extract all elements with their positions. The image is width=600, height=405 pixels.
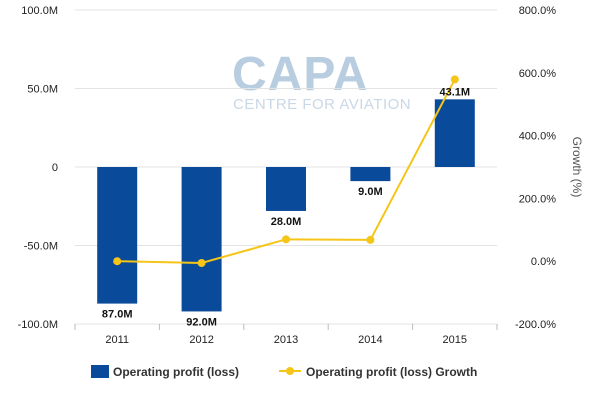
watermark-logo: CAPA	[232, 48, 368, 101]
legend-line-marker[interactable]	[286, 367, 294, 375]
left-tick-label: -50.0M	[24, 241, 58, 253]
x-tick-label: 2015	[443, 334, 467, 346]
bar	[350, 167, 391, 182]
right-axis-title: Growth (%)	[570, 137, 584, 198]
legend-line-label[interactable]: Operating profit (loss) Growth	[306, 365, 477, 379]
legend-bar-swatch[interactable]	[91, 365, 109, 378]
growth-line-series	[113, 75, 459, 267]
growth-point	[282, 235, 290, 244]
x-tick-label: 2013	[274, 334, 298, 346]
legend-bar-label[interactable]: Operating profit (loss)	[113, 365, 239, 379]
bar-data-label: 87.0M	[102, 309, 133, 321]
bar-data-label: 43.1M	[440, 86, 471, 98]
bar-data-label: 9.0M	[358, 186, 382, 198]
x-tick-label: 2014	[358, 334, 382, 346]
left-tick-label: -100.0M	[18, 319, 58, 331]
right-tick-label: 200.0%	[519, 193, 557, 205]
bar	[181, 167, 222, 312]
right-tick-label: 600.0%	[519, 68, 557, 80]
bar-data-label: 92.0M	[186, 316, 217, 328]
bar	[266, 167, 306, 211]
right-tick-label: 400.0%	[519, 131, 557, 143]
growth-point	[113, 257, 122, 266]
left-tick-label: 100.0M	[21, 5, 58, 17]
watermark-tagline: CENTRE FOR AVIATION	[233, 96, 411, 113]
x-tick-label: 2011	[105, 334, 129, 346]
x-axis-ticks: 2011 2012 2013 2014 2015	[74, 324, 498, 346]
legend[interactable]: Operating profit (loss) Operating profit…	[91, 365, 477, 379]
growth-point	[450, 75, 459, 84]
left-tick-label: 50.0M	[27, 84, 58, 96]
right-tick-label: 0.0%	[531, 256, 556, 268]
bar	[97, 167, 138, 304]
bar-series	[97, 99, 475, 312]
growth-point	[366, 235, 375, 244]
left-tick-label: 0	[52, 162, 58, 174]
capa-watermark-logo: CAPA CENTRE FOR AVIATION	[232, 48, 411, 113]
bar-data-label: 28.0M	[271, 216, 302, 228]
x-tick-label: 2012	[189, 334, 213, 346]
growth-point	[197, 258, 206, 267]
right-tick-label: 800.0%	[519, 5, 557, 17]
right-axis-ticks: 800.0% 600.0% 400.0% 200.0% 0.0% -200.0%	[515, 5, 556, 331]
bar	[434, 99, 475, 167]
left-axis-ticks: 100.0M 50.0M 0 -50.0M -100.0M	[18, 5, 58, 331]
right-tick-label: -200.0%	[515, 319, 556, 331]
data-labels: 87.0M 92.0M 28.0M 9.0M 43.1M	[102, 86, 470, 328]
